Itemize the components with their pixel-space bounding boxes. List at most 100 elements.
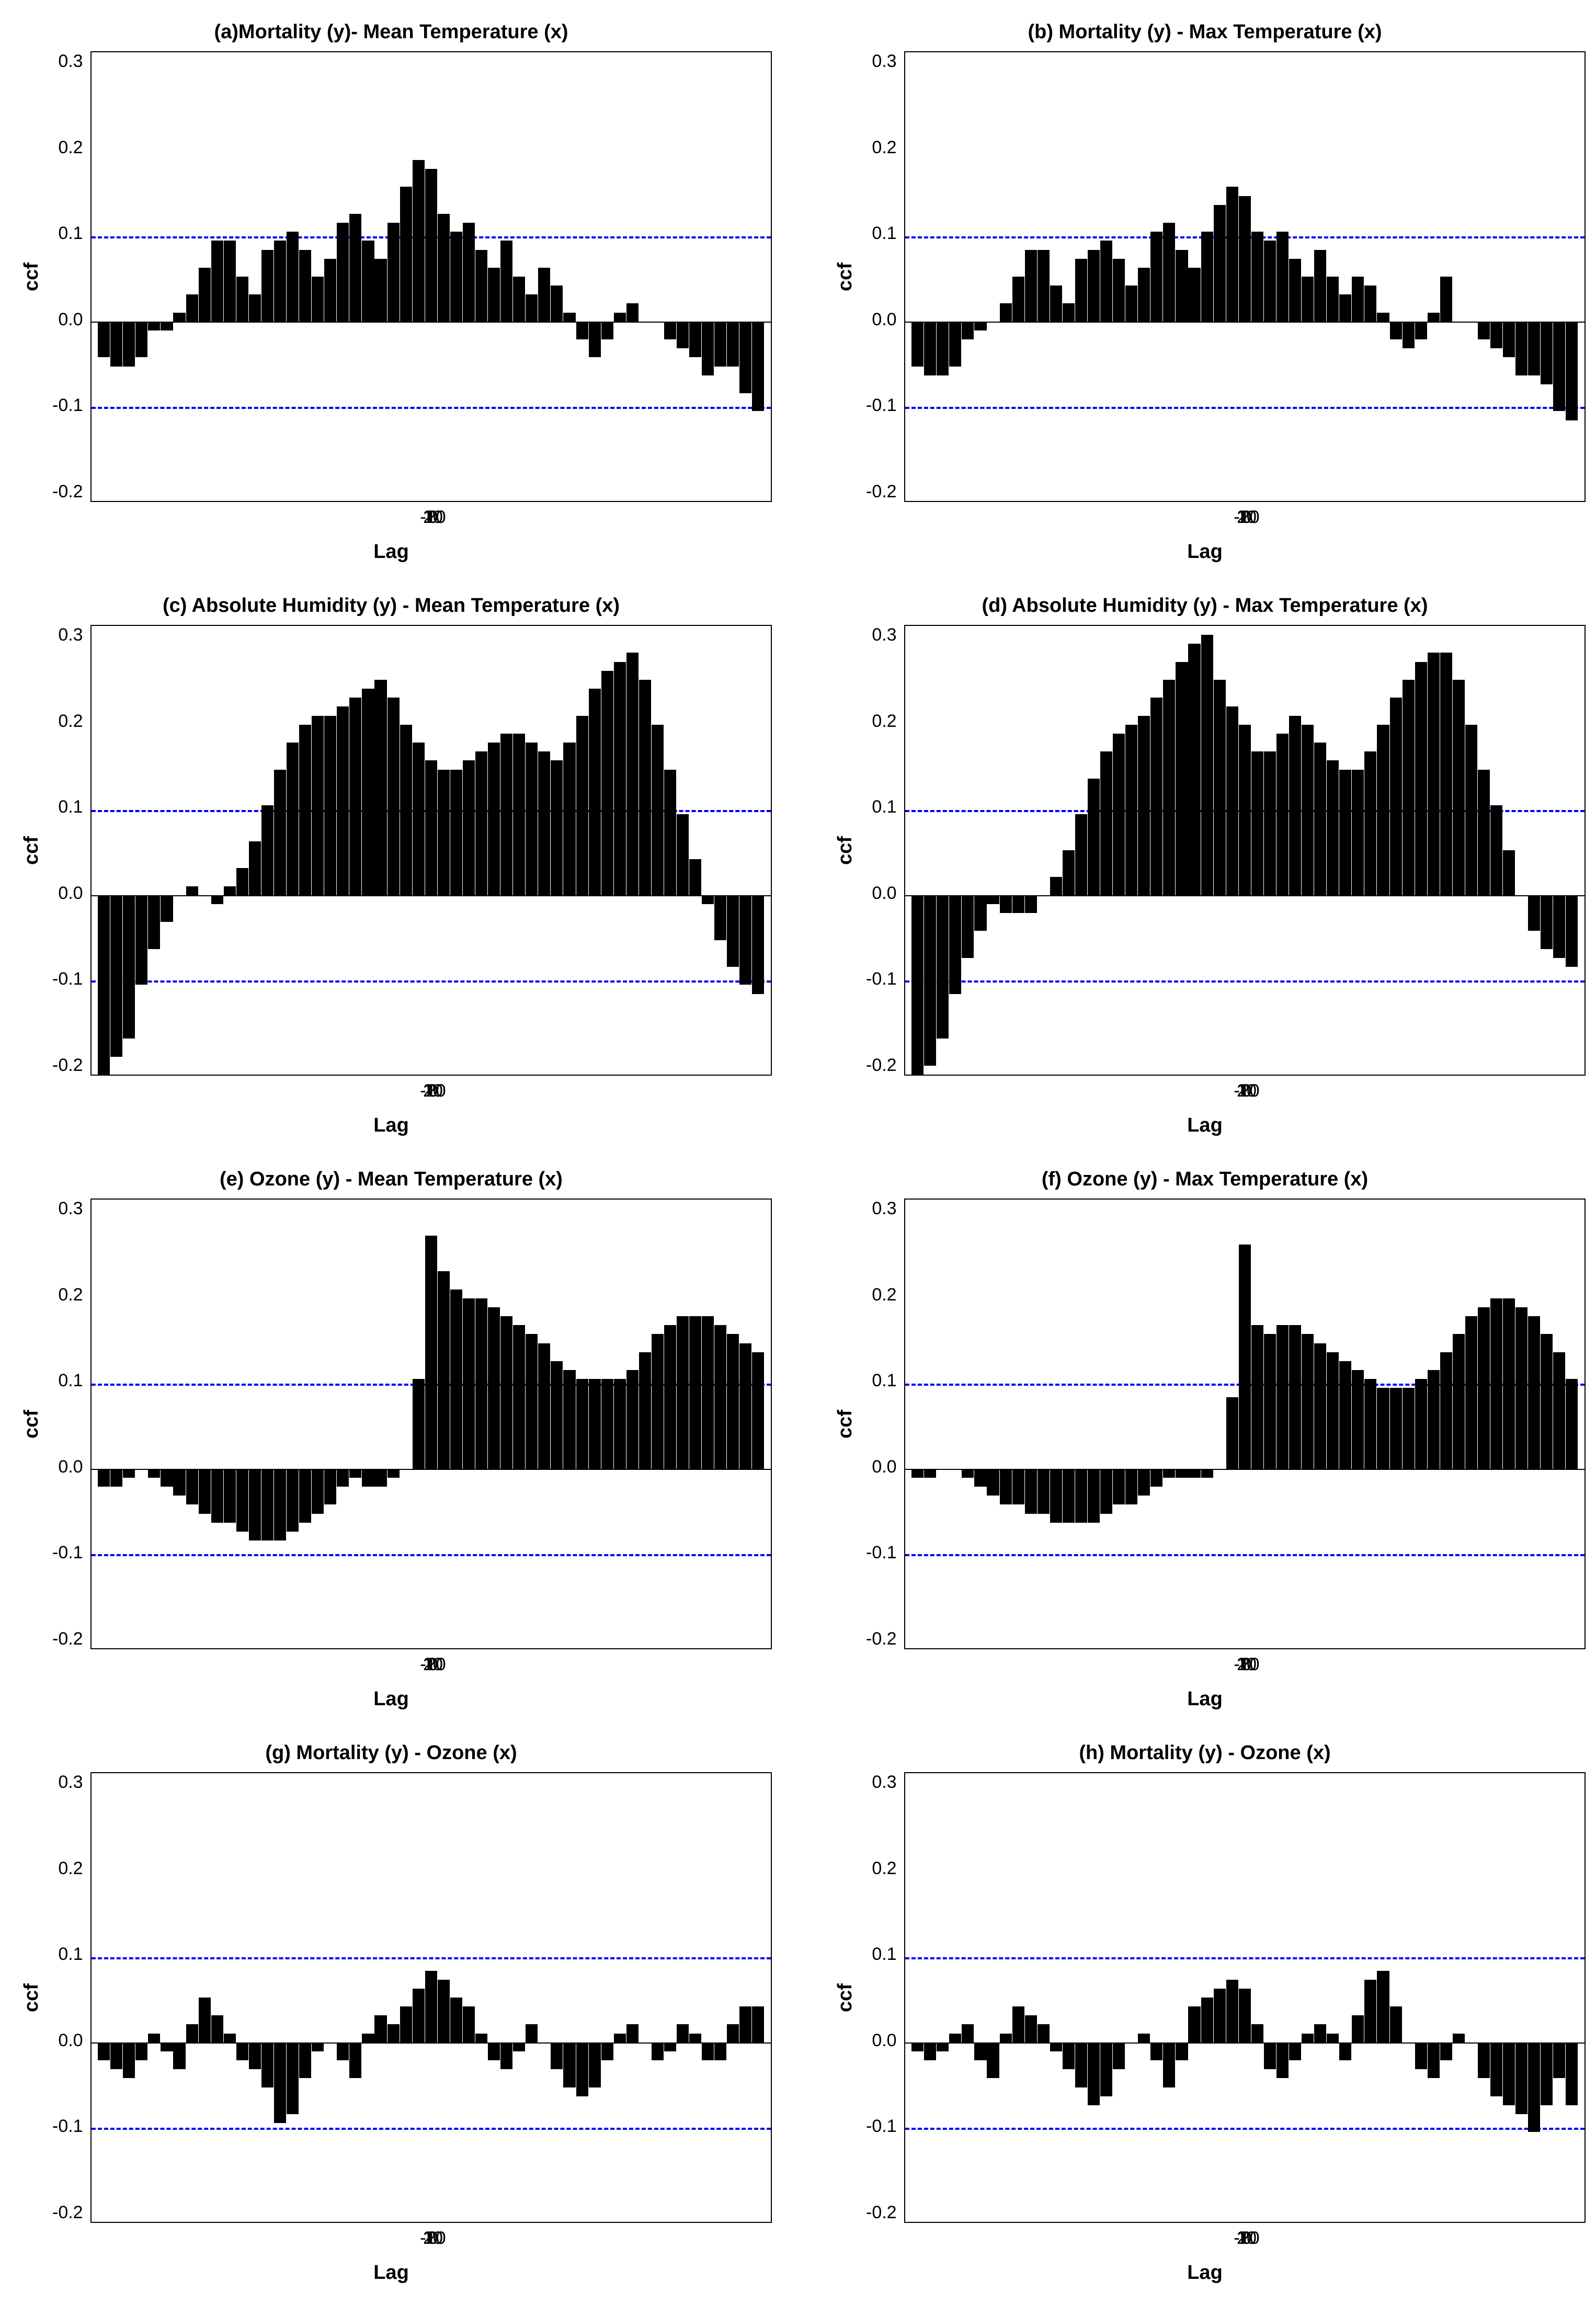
ccf-bar xyxy=(1403,322,1415,348)
ccf-bar xyxy=(1289,1325,1301,1469)
y-tick-label: -0.2 xyxy=(52,1629,83,1649)
ccf-bar xyxy=(1050,2042,1062,2051)
ccf-bar xyxy=(727,2024,739,2042)
ccf-bar xyxy=(1314,250,1326,322)
x-tick-mark xyxy=(179,1075,180,1076)
y-axis-label: ccf xyxy=(20,1410,42,1439)
ccf-bar xyxy=(1239,196,1251,322)
ccf-bar xyxy=(287,2042,299,2114)
ccf-bar xyxy=(1188,644,1200,895)
y-tick-label: 0.3 xyxy=(872,51,896,72)
ccf-bar xyxy=(974,2042,986,2060)
ccf-bar xyxy=(186,294,198,321)
ccf-bar xyxy=(702,322,714,375)
x-tick-mark xyxy=(431,2222,432,2223)
ccf-bar xyxy=(563,313,575,322)
ccf-bar xyxy=(236,2042,248,2060)
y-tick-label: 0.2 xyxy=(58,138,83,158)
ccf-bar xyxy=(224,886,236,895)
y-tick-label: -0.2 xyxy=(866,1055,897,1076)
ccf-bar xyxy=(1541,1334,1553,1468)
ccf-bar xyxy=(135,2042,147,2060)
x-axis-label: Lag xyxy=(373,541,409,563)
ccf-bar xyxy=(1226,1397,1238,1469)
ccf-bar xyxy=(1038,1469,1050,1514)
x-tick-label: 20 xyxy=(1237,1081,1257,1101)
ccf-bar xyxy=(387,698,400,895)
ccf-bar xyxy=(601,322,613,339)
bars-container xyxy=(905,1200,1584,1648)
bars-container xyxy=(92,626,771,1075)
y-tick-label: 0.2 xyxy=(872,1858,896,1879)
y-tick-label: 0.0 xyxy=(872,1457,896,1477)
ccf-bar xyxy=(1352,1370,1364,1469)
ccf-bar xyxy=(1490,805,1502,895)
ccf-bar xyxy=(337,2042,349,2060)
ccf-bar xyxy=(1314,1343,1326,1469)
ccf-bar xyxy=(589,1379,601,1469)
y-tick-label: -0.1 xyxy=(52,1543,83,1563)
x-tick-label: 20 xyxy=(1237,507,1257,528)
ccf-bar xyxy=(1214,1989,1226,2042)
ccf-bar xyxy=(924,322,936,375)
ccf-bar xyxy=(739,895,751,985)
ccf-bar xyxy=(148,322,160,330)
ccf-bar xyxy=(1352,770,1364,895)
panel-title: (h) Mortality (y) - Ozone (x) xyxy=(1079,1742,1330,1764)
ccf-bar xyxy=(727,895,739,967)
ccf-bar xyxy=(110,895,122,1057)
y-tick-label: 0.2 xyxy=(58,1858,83,1879)
ccf-bar xyxy=(589,322,601,358)
ccf-bar xyxy=(652,725,664,895)
bars-container xyxy=(905,1773,1584,2222)
ccf-bar xyxy=(362,2034,374,2042)
ccf-bar xyxy=(664,770,676,895)
ccf-bar xyxy=(1478,770,1490,895)
ccf-bar xyxy=(1012,2006,1024,2042)
ccf-bar xyxy=(1226,706,1238,895)
y-tick-label: 0.3 xyxy=(58,1772,83,1793)
ccf-bar xyxy=(1465,725,1477,895)
ccf-bar xyxy=(702,895,714,904)
ccf-bar xyxy=(702,1316,714,1469)
ccf-bar xyxy=(652,1334,664,1468)
ccf-bar xyxy=(463,760,475,895)
ccf-bar xyxy=(1214,680,1226,895)
ccf-bar xyxy=(211,2015,223,2042)
ccf-bar xyxy=(500,241,512,321)
ccf-bar xyxy=(1553,895,1565,958)
ccf-bar xyxy=(576,716,588,895)
ccf-bar xyxy=(911,895,924,1076)
ccf-bar xyxy=(1428,313,1440,322)
y-axis-label: ccf xyxy=(834,1410,856,1439)
ccf-bar xyxy=(1553,322,1565,412)
ccf-bar xyxy=(1125,286,1137,322)
ccf-bar xyxy=(1428,1370,1440,1469)
ccf-bar xyxy=(1302,1334,1314,1468)
ccf-panel-g: (g) Mortality (y) - Ozone (x)ccf0.30.20.… xyxy=(10,1742,772,2284)
ccf-bar xyxy=(413,1989,425,2042)
ccf-bar xyxy=(1352,2015,1364,2042)
ccf-bar xyxy=(513,2042,525,2051)
ccf-bar xyxy=(1289,716,1301,895)
ccf-bar xyxy=(513,734,525,895)
x-tick-label: 20 xyxy=(423,2228,443,2249)
ccf-bar xyxy=(110,1469,122,1487)
ccf-bar xyxy=(312,277,324,322)
ccf-bar xyxy=(1088,250,1100,322)
ccf-bar xyxy=(438,1271,450,1469)
ccf-bar xyxy=(1000,1469,1012,1505)
ccf-bar xyxy=(714,895,726,940)
ccf-bar xyxy=(1075,259,1087,322)
y-tick-label: -0.1 xyxy=(52,969,83,989)
ccf-bar xyxy=(1428,2042,1440,2079)
ccf-bar xyxy=(211,241,223,321)
ccf-bar xyxy=(337,1469,349,1487)
ccf-bar xyxy=(974,322,986,330)
plot-wrap: ccf0.30.20.10.0-0.1-0.2 xyxy=(824,1772,1586,2223)
ccf-bar xyxy=(689,859,701,895)
ccf-bar xyxy=(1138,2034,1150,2042)
ccf-bar xyxy=(374,680,386,895)
ccf-bar xyxy=(362,689,374,895)
x-axis-label: Lag xyxy=(373,1688,409,1710)
